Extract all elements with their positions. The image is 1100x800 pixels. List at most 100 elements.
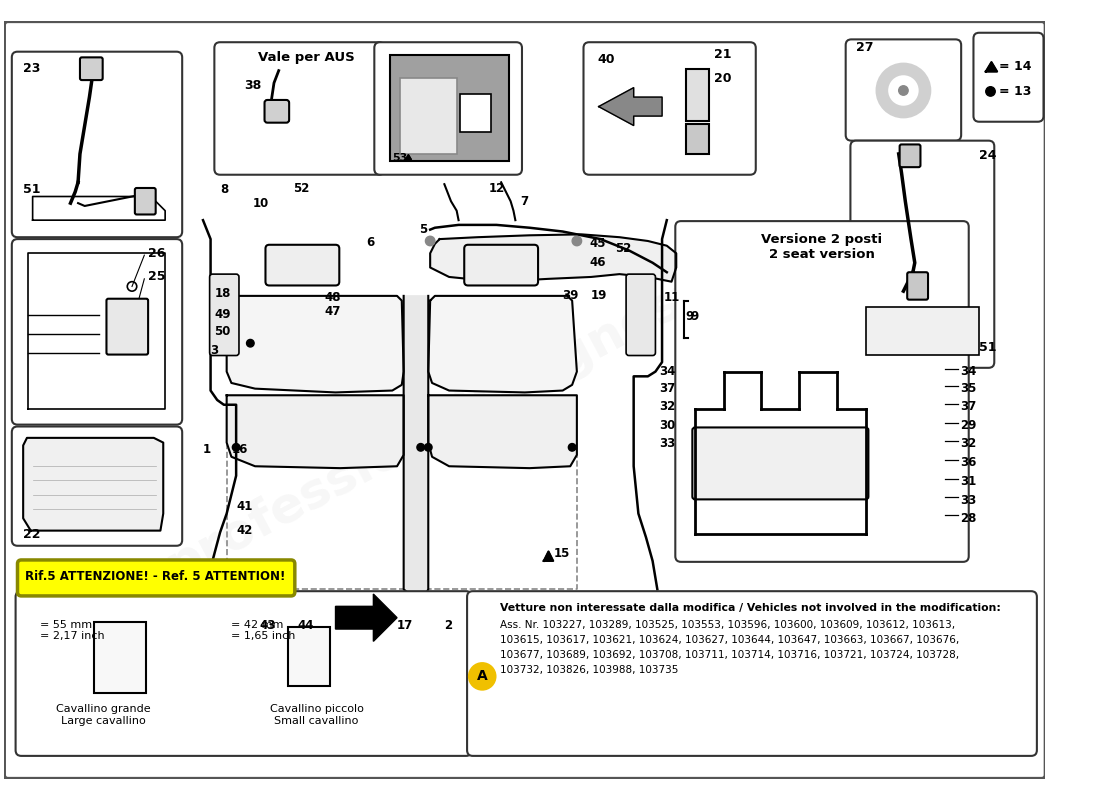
Bar — [400, 78, 456, 154]
Text: 46: 46 — [590, 256, 606, 270]
Text: 37: 37 — [659, 382, 675, 395]
Text: 35: 35 — [960, 382, 977, 395]
Text: 37: 37 — [960, 400, 977, 413]
Text: 23: 23 — [23, 62, 41, 75]
Text: 49: 49 — [214, 308, 231, 322]
Polygon shape — [406, 155, 411, 159]
Bar — [866, 307, 979, 354]
Text: = 55 mm
= 2,17 inch: = 55 mm = 2,17 inch — [41, 619, 104, 641]
Text: 11: 11 — [664, 291, 680, 304]
Text: 42: 42 — [236, 524, 253, 537]
Text: 29: 29 — [960, 419, 977, 432]
Text: 52: 52 — [615, 242, 631, 255]
FancyBboxPatch shape — [135, 188, 156, 214]
Text: 6: 6 — [366, 236, 374, 250]
FancyBboxPatch shape — [900, 145, 921, 167]
Text: 12: 12 — [488, 182, 505, 195]
Text: 103732, 103826, 103988, 103735: 103732, 103826, 103988, 103735 — [500, 665, 679, 675]
Text: 25: 25 — [148, 270, 166, 283]
Polygon shape — [336, 594, 397, 642]
Text: 20: 20 — [714, 72, 732, 85]
FancyBboxPatch shape — [464, 245, 538, 286]
Text: 9: 9 — [685, 310, 694, 323]
Polygon shape — [227, 395, 404, 468]
Text: 15: 15 — [553, 547, 570, 560]
Text: 103615, 103617, 103621, 103624, 103627, 103644, 103647, 103663, 103667, 103676,: 103615, 103617, 103621, 103624, 103627, … — [500, 634, 959, 645]
FancyBboxPatch shape — [264, 100, 289, 122]
Bar — [685, 69, 710, 121]
Text: 3: 3 — [210, 344, 219, 358]
FancyBboxPatch shape — [12, 426, 183, 546]
FancyBboxPatch shape — [675, 221, 969, 562]
Text: Vetture non interessate dalla modifica / Vehicles not involved in the modificati: Vetture non interessate dalla modifica /… — [500, 603, 1001, 614]
Text: 41: 41 — [236, 499, 253, 513]
Text: 24: 24 — [979, 150, 997, 162]
Text: professionalDiagnostics: professionalDiagnostics — [157, 230, 779, 590]
FancyBboxPatch shape — [107, 298, 148, 354]
Text: 19: 19 — [591, 290, 607, 302]
FancyBboxPatch shape — [583, 42, 756, 174]
Text: 40: 40 — [597, 53, 615, 66]
FancyBboxPatch shape — [12, 52, 183, 238]
FancyBboxPatch shape — [974, 33, 1044, 122]
FancyBboxPatch shape — [4, 22, 1045, 778]
Text: 44: 44 — [298, 618, 315, 632]
Text: 2: 2 — [444, 618, 452, 632]
Polygon shape — [404, 296, 428, 603]
Text: 7: 7 — [520, 194, 528, 208]
Text: Vale per AUS: Vale per AUS — [257, 51, 354, 64]
Bar — [685, 124, 710, 154]
Text: 51: 51 — [979, 342, 997, 354]
Text: Ass. Nr. 103227, 103289, 103525, 103553, 103596, 103600, 103609, 103612, 103613,: Ass. Nr. 103227, 103289, 103525, 103553,… — [500, 619, 955, 630]
Text: 32: 32 — [659, 400, 675, 413]
Text: A: A — [476, 670, 487, 683]
Text: = 14: = 14 — [999, 60, 1032, 74]
FancyBboxPatch shape — [626, 274, 656, 355]
Text: 22: 22 — [23, 528, 41, 541]
Text: 50: 50 — [214, 326, 231, 338]
Text: 9: 9 — [691, 310, 698, 323]
Circle shape — [425, 443, 432, 451]
Text: 32: 32 — [960, 437, 977, 450]
Text: 17: 17 — [397, 618, 414, 632]
Text: 45: 45 — [590, 238, 606, 250]
Text: 33: 33 — [659, 437, 675, 450]
Circle shape — [986, 86, 996, 96]
Text: 4: 4 — [343, 618, 351, 632]
Text: 27: 27 — [856, 42, 873, 54]
Bar — [95, 622, 146, 694]
Text: 39: 39 — [563, 290, 579, 302]
Polygon shape — [543, 551, 553, 561]
Text: 36: 36 — [960, 456, 977, 469]
Text: = 13: = 13 — [999, 85, 1032, 98]
Text: 21: 21 — [714, 48, 732, 61]
Text: 103677, 103689, 103692, 103708, 103711, 103714, 103716, 103721, 103724, 103728,: 103677, 103689, 103692, 103708, 103711, … — [500, 650, 959, 660]
Text: 1: 1 — [204, 442, 211, 456]
FancyBboxPatch shape — [12, 239, 183, 425]
FancyBboxPatch shape — [374, 42, 522, 174]
Bar — [390, 54, 508, 161]
FancyBboxPatch shape — [18, 560, 295, 596]
Circle shape — [899, 86, 909, 95]
Text: 26: 26 — [148, 246, 165, 260]
Circle shape — [889, 76, 917, 105]
Circle shape — [417, 443, 425, 451]
Text: 52: 52 — [293, 182, 309, 195]
FancyBboxPatch shape — [846, 39, 961, 141]
Text: 5: 5 — [419, 223, 427, 236]
Circle shape — [469, 663, 495, 690]
Polygon shape — [428, 395, 576, 468]
Text: Rif.5 ATTENZIONE! - Ref. 5 ATTENTION!: Rif.5 ATTENZIONE! - Ref. 5 ATTENTION! — [25, 570, 286, 583]
Circle shape — [569, 443, 576, 451]
Polygon shape — [227, 296, 404, 393]
Text: 31: 31 — [960, 475, 977, 488]
Polygon shape — [23, 438, 163, 530]
Text: 34: 34 — [659, 365, 675, 378]
Text: Cavallino grande
Large cavallino: Cavallino grande Large cavallino — [56, 704, 151, 726]
Text: 53: 53 — [393, 153, 408, 162]
Text: Cavallino piccolo
Small cavallino: Cavallino piccolo Small cavallino — [270, 704, 363, 726]
Polygon shape — [986, 62, 997, 71]
FancyBboxPatch shape — [80, 58, 102, 80]
Text: 30: 30 — [659, 419, 675, 432]
Text: 48: 48 — [324, 291, 341, 304]
